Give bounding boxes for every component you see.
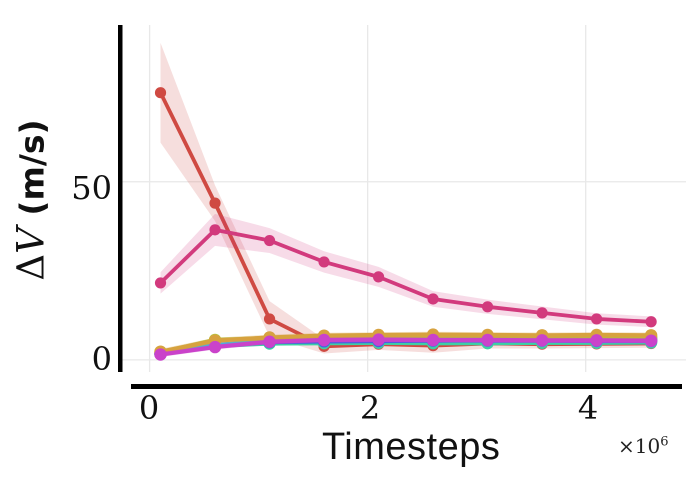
series-magenta-line	[158, 337, 654, 357]
series-pink-marker	[154, 277, 167, 289]
x-tick-0: 0	[138, 389, 160, 427]
x-axis-spine	[131, 384, 682, 389]
y-axis-label-delta: Δ	[9, 253, 53, 281]
offset-base: ×10	[618, 434, 661, 458]
offset-exponent: 6	[660, 434, 669, 450]
y-tick-50: 50	[71, 169, 112, 207]
series-red-error-band	[160, 42, 652, 354]
y-tick-0: 0	[91, 340, 112, 378]
x-axis-label: Timesteps	[322, 426, 501, 468]
series-pink-error-band	[160, 213, 652, 328]
series-magenta-marker	[426, 333, 440, 347]
series-pink-marker	[372, 271, 385, 283]
series-red-marker	[263, 313, 276, 325]
series-red-marker	[209, 197, 221, 209]
series-pink-marker	[591, 313, 603, 325]
series-magenta-marker	[535, 334, 549, 347]
series-pink-marker	[645, 316, 657, 328]
series-magenta-marker	[372, 333, 385, 346]
series-red-marker	[154, 87, 167, 99]
series-pink-marker	[536, 307, 548, 319]
series-pink-marker	[481, 301, 494, 313]
series-magenta-marker	[208, 340, 222, 354]
series-pink-line	[158, 227, 654, 324]
y-axis-label: ΔV (m/s)	[10, 119, 53, 280]
x-tick-4: 4	[577, 389, 599, 427]
series-magenta-marker	[154, 348, 167, 361]
series-pink-marker	[263, 234, 276, 247]
series-magenta-marker	[317, 333, 331, 347]
series-magenta-marker	[263, 335, 276, 348]
series-pink-marker	[318, 256, 330, 268]
series-magenta-marker	[481, 333, 494, 347]
series-orange-line	[158, 332, 654, 354]
series-pink-marker	[209, 224, 221, 236]
x-axis-offset-multiplier: ×106	[618, 434, 669, 458]
series-pink-marker	[427, 293, 439, 305]
y-axis-label-v: V	[9, 227, 53, 254]
y-axis-spine	[118, 25, 123, 372]
y-axis-label-units: (m/s)	[12, 119, 52, 228]
x-tick-2: 2	[359, 389, 381, 427]
series-magenta-marker	[590, 334, 603, 347]
series-magenta-marker	[644, 334, 658, 347]
